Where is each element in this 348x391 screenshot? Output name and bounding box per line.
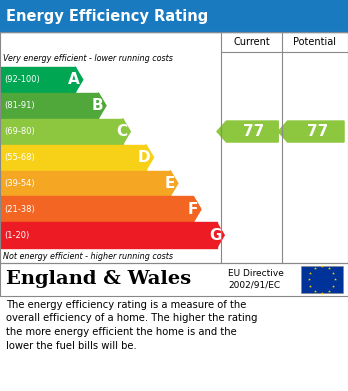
Text: England & Wales: England & Wales <box>6 270 191 289</box>
Text: C: C <box>116 124 127 139</box>
Bar <box>0 119 122 144</box>
Polygon shape <box>75 67 83 93</box>
Text: Potential: Potential <box>293 37 337 47</box>
Polygon shape <box>217 121 278 142</box>
Text: Current: Current <box>233 37 270 47</box>
Text: G: G <box>209 228 221 243</box>
Text: (39-54): (39-54) <box>4 179 35 188</box>
Text: (21-38): (21-38) <box>4 205 35 214</box>
Bar <box>0 222 216 248</box>
Text: EU Directive
2002/91/EC: EU Directive 2002/91/EC <box>228 269 284 290</box>
Text: Not energy efficient - higher running costs: Not energy efficient - higher running co… <box>3 252 174 261</box>
Text: (1-20): (1-20) <box>4 231 30 240</box>
Text: Energy Efficiency Rating: Energy Efficiency Rating <box>6 9 208 23</box>
Text: (92-100): (92-100) <box>4 75 40 84</box>
Text: Very energy efficient - lower running costs: Very energy efficient - lower running co… <box>3 54 173 63</box>
Bar <box>0 0 348 32</box>
Text: The energy efficiency rating is a measure of the
overall efficiency of a home. T: The energy efficiency rating is a measur… <box>6 300 258 351</box>
Text: (69-80): (69-80) <box>4 127 35 136</box>
Bar <box>301 266 343 293</box>
Text: 77: 77 <box>243 124 264 139</box>
Text: F: F <box>188 202 198 217</box>
Text: E: E <box>165 176 175 191</box>
Text: A: A <box>68 72 80 87</box>
Polygon shape <box>278 121 344 142</box>
Bar <box>0 145 146 170</box>
Bar <box>0 196 193 222</box>
Bar <box>0 93 98 118</box>
Polygon shape <box>98 93 106 118</box>
Polygon shape <box>122 119 130 144</box>
Polygon shape <box>193 196 201 222</box>
Bar <box>0 32 348 263</box>
Bar <box>0 263 348 296</box>
Text: (81-91): (81-91) <box>4 101 35 110</box>
Text: (55-68): (55-68) <box>4 153 35 162</box>
Text: 77: 77 <box>307 124 328 139</box>
Polygon shape <box>216 222 224 248</box>
Bar <box>0 170 170 196</box>
Text: B: B <box>92 98 103 113</box>
Text: D: D <box>138 150 151 165</box>
Polygon shape <box>170 170 178 196</box>
Bar <box>0 67 75 93</box>
Polygon shape <box>146 145 153 170</box>
